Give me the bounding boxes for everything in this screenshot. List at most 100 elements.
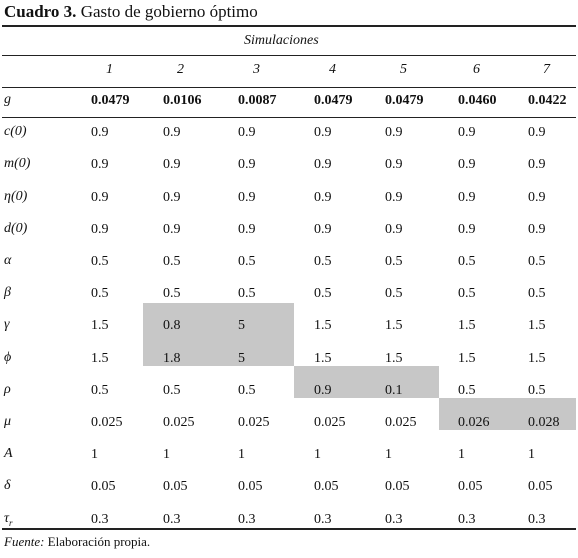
row-parameter: η(0) [4,189,27,206]
footnote-label: Fuente: [4,534,45,549]
table-cell: 0.9 [385,222,403,237]
row-parameter: g [4,92,11,109]
table-cell: 0.9 [238,157,256,172]
parameter-symbol: τ [4,511,10,526]
row-parameter: δ [4,478,11,495]
table-cell: 0.5 [528,286,546,301]
table-cell: 0.5 [91,383,109,398]
row-parameter: m(0) [4,156,30,173]
table-cell: 0.9 [385,125,403,140]
table-cell: 0.5 [91,286,109,301]
row-parameter: τr [4,511,13,528]
table-cell: 0.028 [528,415,560,430]
table-title: Cuadro 3. Gasto de gobierno óptimo [4,2,258,22]
parameter-symbol: A [4,446,13,461]
table-cell: 1.5 [91,351,109,366]
group-header: Simulaciones [244,33,319,48]
parameter-symbol: g [4,92,11,107]
table-cell: 0.05 [238,479,263,494]
table-cell: 0.9 [528,157,546,172]
group-rule [2,55,576,56]
row-parameter: d(0) [4,221,27,238]
table-cell: 0.9 [458,157,476,172]
table-cell: 0.5 [385,254,403,269]
table-cell: 1.5 [528,351,546,366]
row-parameter: γ [4,317,10,334]
table-cell: 0.025 [238,415,270,430]
table-cell: 0.5 [163,383,181,398]
table-cell: 0.3 [163,512,181,527]
table-cell: 0.05 [458,479,483,494]
table-cell: 0.0479 [385,93,424,108]
footnote-text: Elaboración propia. [47,534,151,549]
table-cell: 0.5 [238,383,256,398]
table-cell: 0.9 [163,190,181,205]
table-cell: 0.3 [91,512,109,527]
table-cell: 0.5 [528,383,546,398]
table-cell: 0.3 [385,512,403,527]
table-cell: 0.5 [528,254,546,269]
parameter-symbol: c(0) [4,124,27,139]
table-cell: 0.5 [314,286,332,301]
table-cell: 1.5 [91,318,109,333]
table-cell: 1 [528,447,535,462]
table-cell: 0.9 [163,222,181,237]
table-cell: 0.3 [238,512,256,527]
parameter-symbol: μ [4,414,12,429]
row-parameter: β [4,285,11,302]
column-header: 6 [473,62,480,77]
column-header: 7 [543,62,550,77]
table-cell: 0.9 [458,222,476,237]
table-cell: 0.3 [458,512,476,527]
table-cell: 0.9 [528,190,546,205]
table-cell: 0.5 [91,254,109,269]
table-cell: 0.9 [314,157,332,172]
column-header: 3 [253,62,260,77]
highlight-gamma-phi [143,303,294,366]
table-label: Cuadro 3. [4,2,77,21]
table-cell: 0.9 [91,190,109,205]
table-cell: 0.9 [314,222,332,237]
table-cell: 0.9 [163,157,181,172]
table-cell: 0.0479 [314,93,353,108]
parameter-symbol: m(0) [4,156,31,171]
parameter-symbol: d(0) [4,221,28,236]
table-cell: 1 [163,447,170,462]
table-cell: 1.8 [163,351,181,366]
parameter-symbol: ρ [4,382,11,397]
table-cell: 0.5 [458,286,476,301]
table-cell: 0.0106 [163,93,202,108]
table-cell: 1.5 [528,318,546,333]
column-header: 5 [400,62,407,77]
table-cell: 5 [238,351,245,366]
parameter-symbol: δ [4,478,11,493]
parameter-symbol: α [4,253,12,268]
table-cell: 0.3 [528,512,546,527]
table-cell: 0.05 [528,479,553,494]
bottom-rule [2,528,576,530]
table-cell: 0.025 [163,415,195,430]
table-cell: 0.5 [314,254,332,269]
table-cell: 1 [91,447,98,462]
table-cell: 0.5 [385,286,403,301]
parameter-symbol: γ [4,317,10,332]
table-cell: 0.1 [385,383,403,398]
parameter-symbol: β [4,285,11,300]
row-parameter: c(0) [4,124,27,141]
table-cell: 1.5 [314,318,332,333]
table-title-text: Gasto de gobierno óptimo [80,2,258,21]
table-cell: 0.9 [163,125,181,140]
header-rule [2,87,576,88]
column-header: 2 [177,62,184,77]
table-cell: 0.9 [458,125,476,140]
table-cell: 0.5 [458,383,476,398]
table-cell: 1.5 [385,318,403,333]
table-cell: 0.9 [458,190,476,205]
row-parameter: A [4,446,13,463]
row-parameter: μ [4,414,11,431]
table-cell: 1.5 [458,318,476,333]
table-cell: 0.9 [385,190,403,205]
table-cell: 0.5 [238,286,256,301]
table-cell: 0.5 [238,254,256,269]
table-cell: 0.5 [163,286,181,301]
